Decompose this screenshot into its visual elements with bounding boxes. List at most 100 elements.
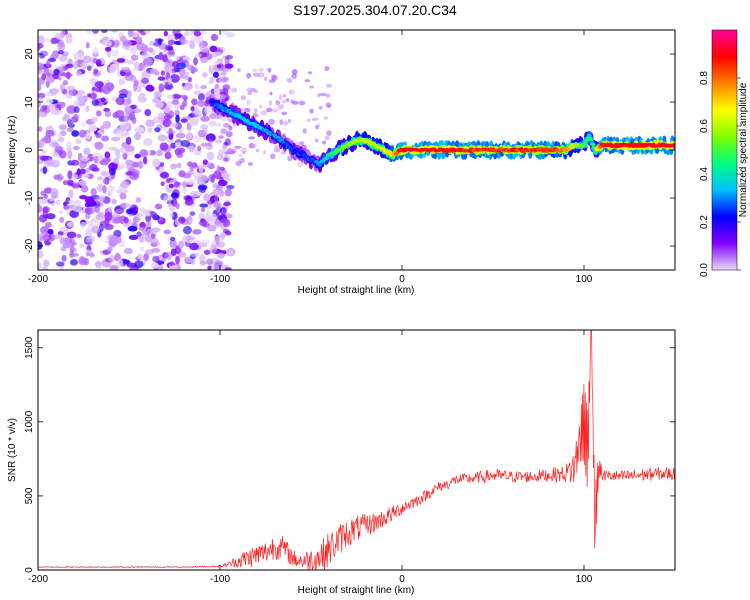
x-tick-label: -200: [28, 574, 48, 585]
noise-blob: [178, 217, 186, 223]
noise-blob: [187, 113, 196, 118]
noise-blob: [102, 185, 107, 194]
noise-blob: [53, 174, 61, 180]
noise-blob: [169, 239, 177, 248]
noise-blob: [94, 205, 100, 214]
noise-blob: [285, 98, 290, 103]
noise-blob: [142, 226, 151, 236]
noise-blob: [171, 94, 182, 99]
noise-blob: [200, 84, 208, 90]
noise-blob: [299, 141, 305, 146]
noise-blob: [102, 157, 111, 163]
noise-blob: [78, 96, 84, 103]
noise-blob: [260, 110, 268, 116]
noise-blob: [136, 231, 142, 237]
noise-blob: [174, 148, 183, 156]
noise-blob: [219, 93, 226, 100]
noise-blob: [224, 63, 234, 69]
ridge-blob: [589, 138, 594, 142]
noise-blob: [324, 66, 330, 71]
noise-blob: [266, 107, 273, 113]
noise-blob: [125, 208, 135, 215]
colorbar-tick-label: 0.2: [699, 215, 710, 229]
noise-blob: [71, 130, 80, 137]
noise-blob: [127, 30, 134, 37]
noise-blob: [156, 260, 165, 265]
noise-blob: [150, 227, 161, 233]
noise-blob: [159, 142, 169, 151]
noise-blob: [198, 165, 204, 173]
noise-blob: [94, 81, 104, 89]
noise-blob: [108, 146, 118, 151]
noise-blob: [192, 228, 202, 235]
noise-blob: [110, 235, 120, 245]
noise-blob: [103, 223, 114, 231]
noise-blob: [188, 145, 195, 153]
noise-blob: [281, 111, 288, 116]
noise-blob: [266, 67, 272, 71]
noise-blob: [125, 136, 132, 145]
noise-blob: [95, 110, 102, 117]
noise-blob: [108, 65, 116, 74]
noise-blob: [224, 151, 230, 155]
noise-blob: [78, 129, 87, 138]
noise-blob: [157, 76, 166, 81]
noise-blob: [51, 159, 60, 168]
noise-blob: [130, 74, 137, 83]
noise-blob: [175, 55, 180, 61]
noise-blob: [237, 68, 241, 73]
noise-blob: [291, 100, 299, 105]
noise-blob: [151, 158, 161, 167]
noise-blob: [48, 67, 55, 75]
noise-blob: [185, 179, 194, 186]
noise-blob: [216, 121, 222, 128]
noise-blob: [78, 160, 87, 169]
noise-blob: [48, 103, 56, 112]
noise-blob: [96, 176, 104, 181]
noise-blob: [197, 242, 208, 248]
noise-blob: [167, 39, 176, 45]
noise-blob: [62, 79, 69, 86]
noise-blob: [216, 184, 223, 191]
noise-blob: [159, 172, 169, 178]
noise-blob: [154, 262, 159, 269]
noise-blob: [51, 142, 60, 148]
noise-blob: [271, 74, 276, 81]
noise-blob: [213, 260, 224, 268]
noise-blob: [41, 149, 48, 155]
noise-blob: [86, 167, 91, 173]
noise-blob: [88, 124, 98, 132]
noise-blob: [273, 147, 281, 153]
noise-blob: [43, 259, 49, 267]
noise-blob: [96, 183, 104, 192]
noise-blob: [134, 153, 141, 159]
noise-blob: [52, 151, 58, 158]
noise-blob: [194, 53, 202, 58]
noise-blob: [113, 39, 120, 48]
noise-blob: [279, 119, 283, 126]
noise-blob: [169, 265, 178, 270]
noise-blob: [59, 101, 66, 108]
noise-blob: [268, 100, 272, 106]
x-tick-label: -100: [210, 274, 230, 285]
x-tick-label: -200: [28, 274, 48, 285]
noise-blob: [42, 207, 49, 214]
noise-blob: [80, 62, 88, 70]
noise-blob: [179, 35, 186, 45]
noise-blob: [89, 253, 95, 258]
noise-blob: [183, 172, 192, 179]
noise-blob: [130, 46, 137, 55]
noise-blob: [206, 151, 215, 161]
noise-blob: [108, 254, 116, 263]
noise-blob: [231, 148, 237, 153]
noise-blob: [189, 190, 200, 198]
noise-blob: [252, 68, 258, 73]
noise-blob: [90, 57, 95, 63]
x-tick-label: 0: [399, 274, 405, 285]
noise-blob: [326, 130, 332, 136]
noise-blob: [192, 171, 203, 179]
noise-blob: [174, 32, 180, 40]
noise-blob: [38, 126, 43, 132]
noise-blob: [201, 56, 209, 62]
